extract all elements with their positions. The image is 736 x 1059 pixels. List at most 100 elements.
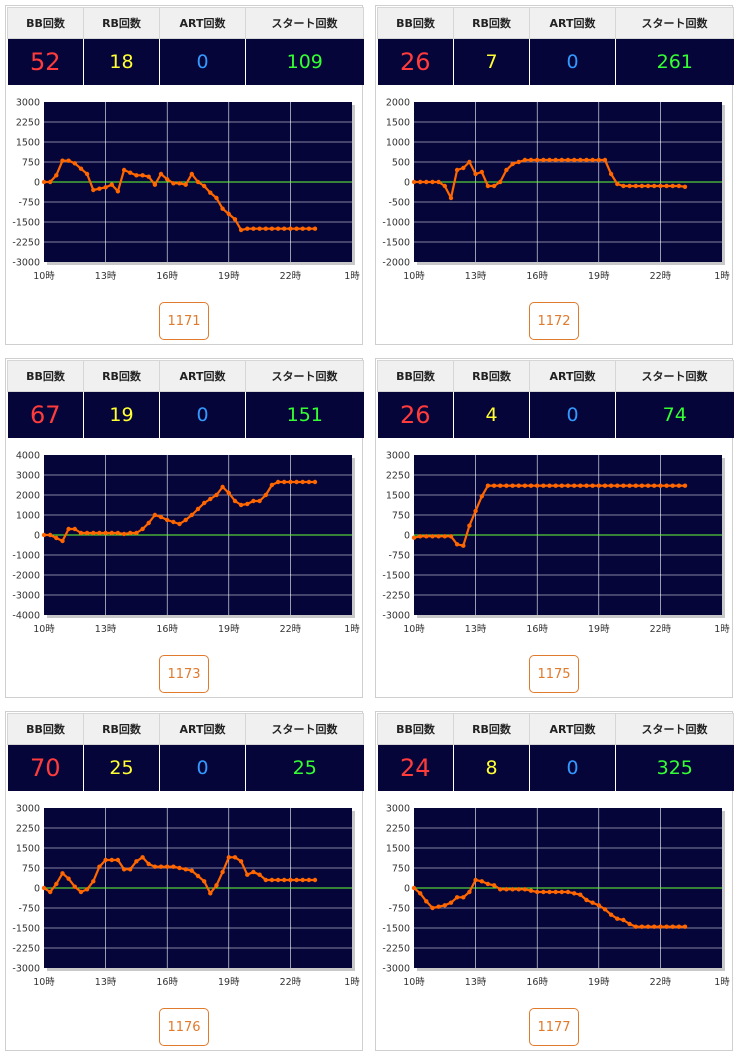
y-tick-label: -3000	[12, 591, 40, 602]
data-point	[269, 482, 275, 488]
data-point	[263, 492, 268, 498]
data-point	[627, 183, 632, 189]
data-point	[140, 526, 145, 532]
y-tick-label: -750	[388, 904, 410, 915]
data-point	[535, 889, 540, 895]
data-point	[535, 157, 540, 163]
machine-number-button[interactable]: 1173	[159, 655, 209, 693]
data-point	[418, 534, 423, 539]
bb-header: BB回数	[377, 7, 454, 39]
y-tick-label: 3000	[386, 804, 410, 815]
data-point	[121, 531, 127, 537]
data-point	[48, 179, 53, 185]
x-tick-label: 16時	[156, 977, 178, 988]
data-point	[121, 867, 127, 872]
data-point	[645, 924, 651, 929]
rb-count: 7	[453, 38, 530, 85]
data-point	[670, 483, 675, 488]
x-tick-label: 19時	[588, 977, 610, 988]
data-point	[214, 195, 219, 201]
data-point	[676, 924, 682, 929]
data-point	[238, 502, 244, 508]
data-point	[652, 183, 657, 189]
data-point	[485, 881, 491, 887]
bb-count: 26	[377, 391, 454, 438]
data-point	[424, 899, 429, 904]
data-point	[158, 864, 164, 869]
y-tick-label: -1500	[12, 218, 40, 229]
machine-number-button[interactable]: 1175	[529, 655, 579, 693]
data-point	[97, 864, 102, 869]
x-tick-label: 22時	[650, 271, 672, 282]
x-tick-label: 19時	[588, 624, 610, 635]
data-point	[152, 182, 158, 187]
data-point	[479, 879, 484, 884]
rb-count: 18	[83, 38, 160, 85]
machine-number-button[interactable]: 1172	[529, 302, 579, 340]
data-point	[183, 182, 188, 187]
y-tick-label: -750	[18, 904, 40, 915]
data-point	[72, 526, 78, 532]
y-tick-label: 0	[34, 884, 40, 895]
y-tick-label: 1500	[16, 844, 40, 855]
y-tick-label: -2000	[382, 258, 410, 269]
data-point	[411, 885, 417, 891]
data-point	[282, 479, 287, 485]
y-tick-label: 500	[392, 158, 410, 169]
data-point	[152, 864, 158, 869]
machine-number-button[interactable]: 1176	[159, 1008, 209, 1046]
x-tick-label: 22時	[280, 977, 302, 988]
data-point	[232, 855, 238, 860]
data-point	[547, 483, 552, 488]
y-tick-label: 1500	[16, 138, 40, 149]
data-point	[226, 855, 231, 860]
data-point	[621, 183, 626, 189]
data-point	[263, 226, 268, 231]
x-tick-label: 16時	[526, 977, 548, 988]
data-point	[171, 864, 176, 869]
y-tick-label: -1500	[382, 924, 410, 935]
data-point	[510, 483, 515, 488]
data-point	[682, 184, 688, 189]
data-point	[658, 483, 663, 488]
data-point	[559, 889, 564, 895]
data-point	[436, 534, 441, 539]
data-point	[473, 171, 478, 177]
bb-header: BB回数	[377, 360, 454, 392]
data-point	[134, 173, 139, 178]
data-point	[418, 891, 423, 896]
data-point	[676, 183, 682, 189]
rb-count: 8	[453, 744, 530, 791]
data-point	[220, 869, 225, 875]
x-tick-label: 22時	[650, 624, 672, 635]
x-tick-label: 13時	[465, 271, 487, 282]
data-point	[66, 526, 71, 532]
data-point	[152, 512, 158, 518]
bb-count: 70	[7, 744, 84, 791]
machine-number-button[interactable]: 1177	[529, 1008, 579, 1046]
data-point	[134, 859, 139, 864]
data-point	[232, 217, 238, 222]
rb-header: RB回数	[453, 7, 530, 39]
bb-header: BB回数	[7, 360, 84, 392]
start-count: 325	[615, 744, 734, 791]
art-header: ART回数	[159, 7, 246, 39]
data-point	[633, 483, 638, 488]
y-tick-label: 750	[22, 864, 40, 875]
data-point	[202, 879, 207, 884]
art-count: 0	[529, 744, 616, 791]
rb-count: 4	[453, 391, 530, 438]
data-point	[510, 161, 515, 167]
data-point	[60, 538, 65, 544]
data-point	[682, 483, 688, 488]
machine-number-button[interactable]: 1171	[159, 302, 209, 340]
data-point	[572, 891, 577, 896]
data-point	[608, 171, 614, 177]
data-point	[312, 226, 318, 231]
data-point	[485, 183, 491, 189]
start-header: スタート回数	[615, 7, 734, 39]
data-point	[134, 530, 139, 536]
data-point	[66, 158, 71, 163]
machine-card: BB回数 RB回数 ART回数 スタート回数 26 4 0 74 3000 2250 1500 750…	[375, 358, 734, 698]
y-tick-label: -2250	[12, 238, 40, 249]
